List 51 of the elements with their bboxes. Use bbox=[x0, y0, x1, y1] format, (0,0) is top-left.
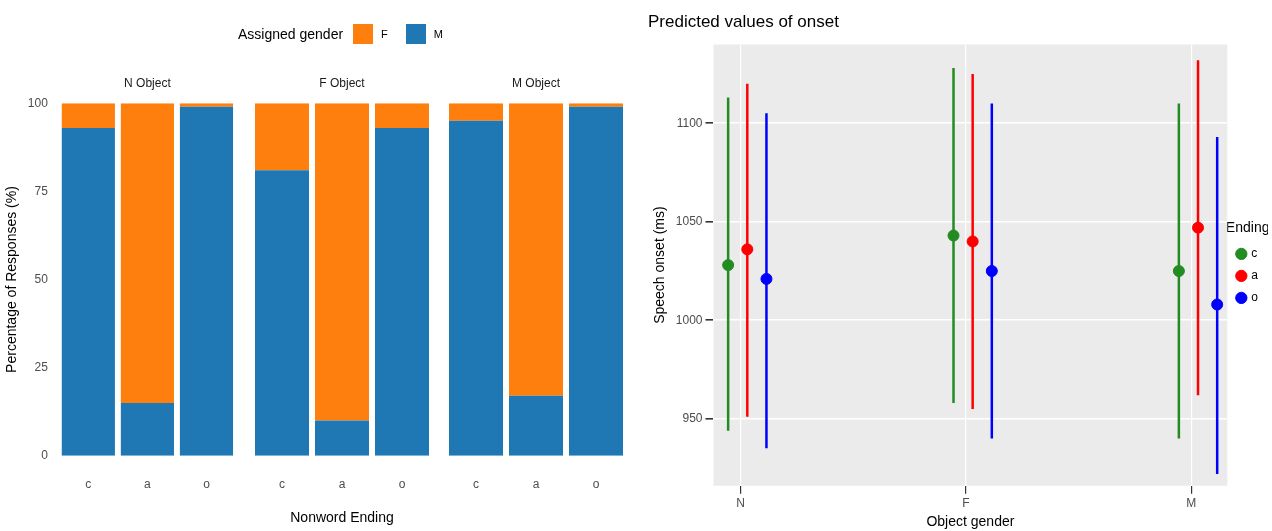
bar bbox=[255, 170, 309, 456]
bar bbox=[315, 420, 369, 456]
x-tick-label: o bbox=[398, 477, 406, 492]
bar bbox=[449, 120, 503, 456]
x-tick-label: c bbox=[279, 477, 285, 492]
y-tick-label: 100 bbox=[27, 95, 49, 110]
bar bbox=[120, 402, 174, 456]
x-tick-label: F bbox=[962, 496, 970, 511]
bar bbox=[179, 106, 234, 456]
bar bbox=[255, 103, 309, 171]
bar bbox=[61, 103, 115, 128]
bar bbox=[509, 103, 563, 396]
legend-label: M bbox=[433, 28, 443, 40]
bar bbox=[569, 106, 623, 456]
bar bbox=[315, 103, 369, 421]
y-tick-label: 75 bbox=[34, 183, 49, 198]
y-tick-label: 25 bbox=[34, 359, 49, 374]
x-tick-label: c bbox=[85, 477, 92, 492]
x-tick-label: a bbox=[144, 477, 152, 492]
x-tick-label: N bbox=[736, 496, 745, 511]
legend-label: a bbox=[1251, 268, 1259, 283]
legend-label: c bbox=[1251, 246, 1258, 261]
y-tick-label: 1000 bbox=[675, 312, 703, 327]
bar bbox=[375, 127, 429, 456]
chart-title: N Object bbox=[123, 76, 172, 90]
x-tick-label: a bbox=[532, 477, 540, 492]
y-axis-title: Speech onset (ms) bbox=[651, 206, 668, 324]
bar bbox=[120, 103, 174, 403]
bar bbox=[375, 103, 429, 128]
bar bbox=[509, 395, 563, 456]
x-tick-label: o bbox=[592, 477, 600, 492]
chart-title: Predicted values of onset bbox=[648, 11, 840, 31]
x-axis-title: Nonword Ending bbox=[290, 509, 394, 526]
x-tick-label: M bbox=[1186, 496, 1197, 511]
y-tick-label: 1050 bbox=[675, 214, 703, 229]
y-tick-label: 0 bbox=[41, 448, 49, 463]
legend-label: F bbox=[381, 28, 388, 40]
legend-title: Assigned gender bbox=[238, 26, 344, 42]
y-axis-title: Percentage of Responses (%) bbox=[3, 186, 20, 373]
y-tick-label: 1100 bbox=[676, 115, 703, 130]
legend-label: o bbox=[1251, 290, 1259, 305]
y-tick-label: 50 bbox=[34, 271, 49, 286]
chart-title: F Object bbox=[318, 76, 366, 90]
chart-title: M Object bbox=[511, 76, 561, 90]
y-tick-label: 950 bbox=[682, 411, 703, 426]
x-tick-label: c bbox=[473, 477, 479, 492]
bar bbox=[61, 127, 115, 456]
x-tick-label: a bbox=[338, 477, 346, 492]
x-axis-title: Object gender bbox=[926, 513, 1015, 530]
x-tick-label: o bbox=[203, 477, 211, 492]
bar bbox=[449, 103, 503, 121]
